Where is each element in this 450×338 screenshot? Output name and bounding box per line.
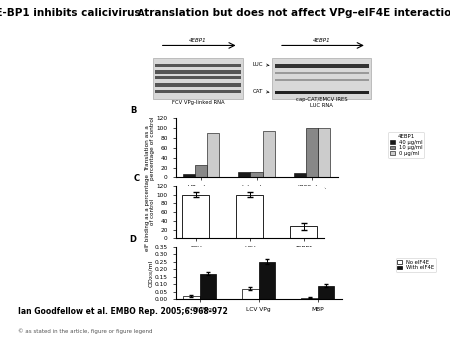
Bar bbox=[302, 298, 318, 299]
Text: A: A bbox=[138, 9, 144, 18]
Bar bbox=[195, 165, 207, 177]
Bar bbox=[274, 64, 369, 68]
Bar bbox=[293, 172, 306, 177]
Bar bbox=[306, 128, 318, 177]
Bar bbox=[155, 83, 241, 87]
Legend: 40 μg/ml, 10 μg/ml, 0 μg/ml: 40 μg/ml, 10 μg/ml, 0 μg/ml bbox=[388, 132, 424, 158]
Bar bbox=[290, 226, 317, 238]
Bar bbox=[207, 133, 220, 177]
Text: D: D bbox=[129, 235, 136, 244]
Text: CAT: CAT bbox=[253, 89, 269, 94]
Y-axis label: eIF binding as a percentage
of control: eIF binding as a percentage of control bbox=[144, 174, 155, 250]
Y-axis label: OD₂₀₀/ml: OD₂₀₀/ml bbox=[148, 259, 153, 287]
Bar bbox=[236, 195, 263, 238]
Text: cap-CAT/EMCV IRES
LUC RNA: cap-CAT/EMCV IRES LUC RNA bbox=[296, 97, 347, 107]
Text: © as stated in the article, figure or figure legend: © as stated in the article, figure or fi… bbox=[18, 328, 153, 334]
Bar bbox=[272, 58, 371, 99]
Bar bbox=[274, 72, 369, 74]
Y-axis label: Translation as a
percentage of control: Translation as a percentage of control bbox=[144, 116, 155, 179]
Text: FCV VPg-linked RNA: FCV VPg-linked RNA bbox=[172, 100, 224, 105]
Text: LUC: LUC bbox=[253, 62, 269, 67]
Bar bbox=[259, 262, 275, 299]
Text: C: C bbox=[134, 174, 140, 183]
Text: reports: reports bbox=[383, 322, 416, 331]
Bar bbox=[250, 172, 263, 177]
Bar bbox=[274, 91, 369, 94]
Bar bbox=[318, 286, 334, 299]
Bar bbox=[242, 289, 259, 299]
Bar bbox=[238, 172, 250, 177]
Bar bbox=[153, 58, 243, 99]
Bar bbox=[318, 128, 330, 177]
Text: EMBO: EMBO bbox=[378, 307, 421, 320]
Bar bbox=[200, 274, 216, 299]
Bar bbox=[155, 70, 241, 74]
Bar bbox=[155, 76, 241, 79]
Text: B: B bbox=[130, 106, 136, 115]
Bar bbox=[183, 173, 195, 177]
Text: 4EBP1: 4EBP1 bbox=[189, 38, 207, 43]
Bar bbox=[182, 195, 209, 238]
Bar bbox=[263, 130, 275, 177]
Bar bbox=[155, 90, 241, 93]
Text: 4EBP1: 4EBP1 bbox=[313, 38, 331, 43]
Bar bbox=[274, 79, 369, 81]
Legend: No eIF4E, With eIF4E: No eIF4E, With eIF4E bbox=[396, 258, 436, 272]
Bar bbox=[155, 64, 241, 67]
Bar bbox=[183, 296, 200, 299]
Text: 4E-BP1 inhibits calicivirus translation but does not affect VPg–eIF4E interactio: 4E-BP1 inhibits calicivirus translation … bbox=[0, 8, 450, 19]
Text: Ian Goodfellow et al. EMBO Rep. 2005;6:968-972: Ian Goodfellow et al. EMBO Rep. 2005;6:9… bbox=[18, 307, 228, 316]
